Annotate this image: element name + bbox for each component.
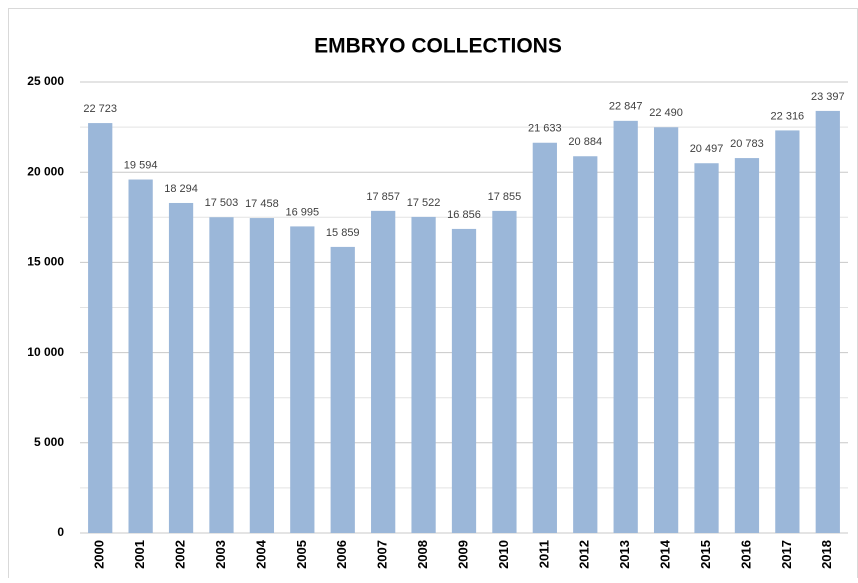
value-label: 15 859 [326, 227, 360, 239]
x-tick-label: 2016 [738, 540, 753, 569]
bar [330, 246, 355, 534]
x-tick-label: 2003 [213, 540, 228, 569]
value-label: 22 847 [609, 101, 643, 113]
x-tick-label: 2012 [577, 540, 592, 569]
value-label: 20 783 [730, 138, 764, 150]
value-label: 20 497 [690, 143, 724, 155]
y-tick-label: 5 000 [34, 435, 64, 449]
bar [815, 110, 840, 533]
value-label: 17 503 [205, 197, 239, 209]
bar [532, 142, 557, 534]
chart-title: EMBRYO COLLECTIONS [314, 35, 562, 58]
y-tick-label: 10 000 [27, 345, 64, 359]
bar [88, 123, 113, 533]
y-tick-label: 25 000 [27, 74, 64, 88]
value-label: 23 397 [811, 91, 845, 103]
bar [451, 228, 477, 533]
bar [694, 163, 719, 533]
bar [492, 210, 517, 533]
x-tick-label: 2014 [658, 539, 673, 569]
value-label: 17 522 [407, 197, 441, 209]
value-label: 17 857 [366, 191, 400, 203]
x-tick-label: 2006 [334, 540, 349, 569]
y-tick-label: 0 [57, 525, 64, 539]
bar [249, 218, 275, 533]
x-tick-label: 2018 [819, 540, 834, 569]
value-label: 19 594 [124, 159, 158, 171]
x-tick-label: 2000 [92, 540, 107, 569]
bar [411, 216, 436, 533]
bar [734, 158, 760, 533]
value-label: 17 458 [245, 198, 279, 210]
x-tick-label: 2017 [779, 540, 794, 569]
bar [168, 202, 194, 533]
bar [128, 179, 153, 534]
y-tick-label: 15 000 [27, 255, 64, 269]
y-tick-label: 20 000 [27, 164, 64, 178]
bar [775, 130, 800, 533]
x-tick-label: 2004 [253, 539, 268, 569]
value-label: 16 995 [285, 206, 319, 218]
value-label: 18 294 [164, 183, 198, 195]
value-label: 17 855 [488, 191, 522, 203]
value-label: 16 856 [447, 209, 481, 221]
x-tick-label: 2011 [536, 540, 551, 568]
value-label: 22 316 [771, 110, 805, 122]
bar [573, 156, 598, 534]
x-tick-label: 2001 [132, 540, 147, 569]
x-tick-label: 2008 [415, 540, 430, 569]
bar [653, 127, 679, 534]
x-tick-label: 2015 [698, 540, 713, 569]
bar [371, 210, 396, 533]
x-tick-label: 2005 [294, 540, 309, 569]
bar [290, 226, 315, 533]
value-label: 20 884 [568, 136, 602, 148]
x-tick-label: 2007 [375, 540, 390, 569]
value-label: 21 633 [528, 123, 562, 135]
value-label: 22 723 [83, 103, 117, 115]
bar [209, 217, 234, 533]
value-label: 22 490 [649, 107, 683, 119]
x-tick-label: 2010 [496, 540, 511, 569]
x-tick-label: 2009 [455, 540, 470, 569]
x-tick-label: 2002 [172, 540, 187, 569]
bar [613, 120, 638, 533]
x-tick-label: 2013 [617, 540, 632, 569]
